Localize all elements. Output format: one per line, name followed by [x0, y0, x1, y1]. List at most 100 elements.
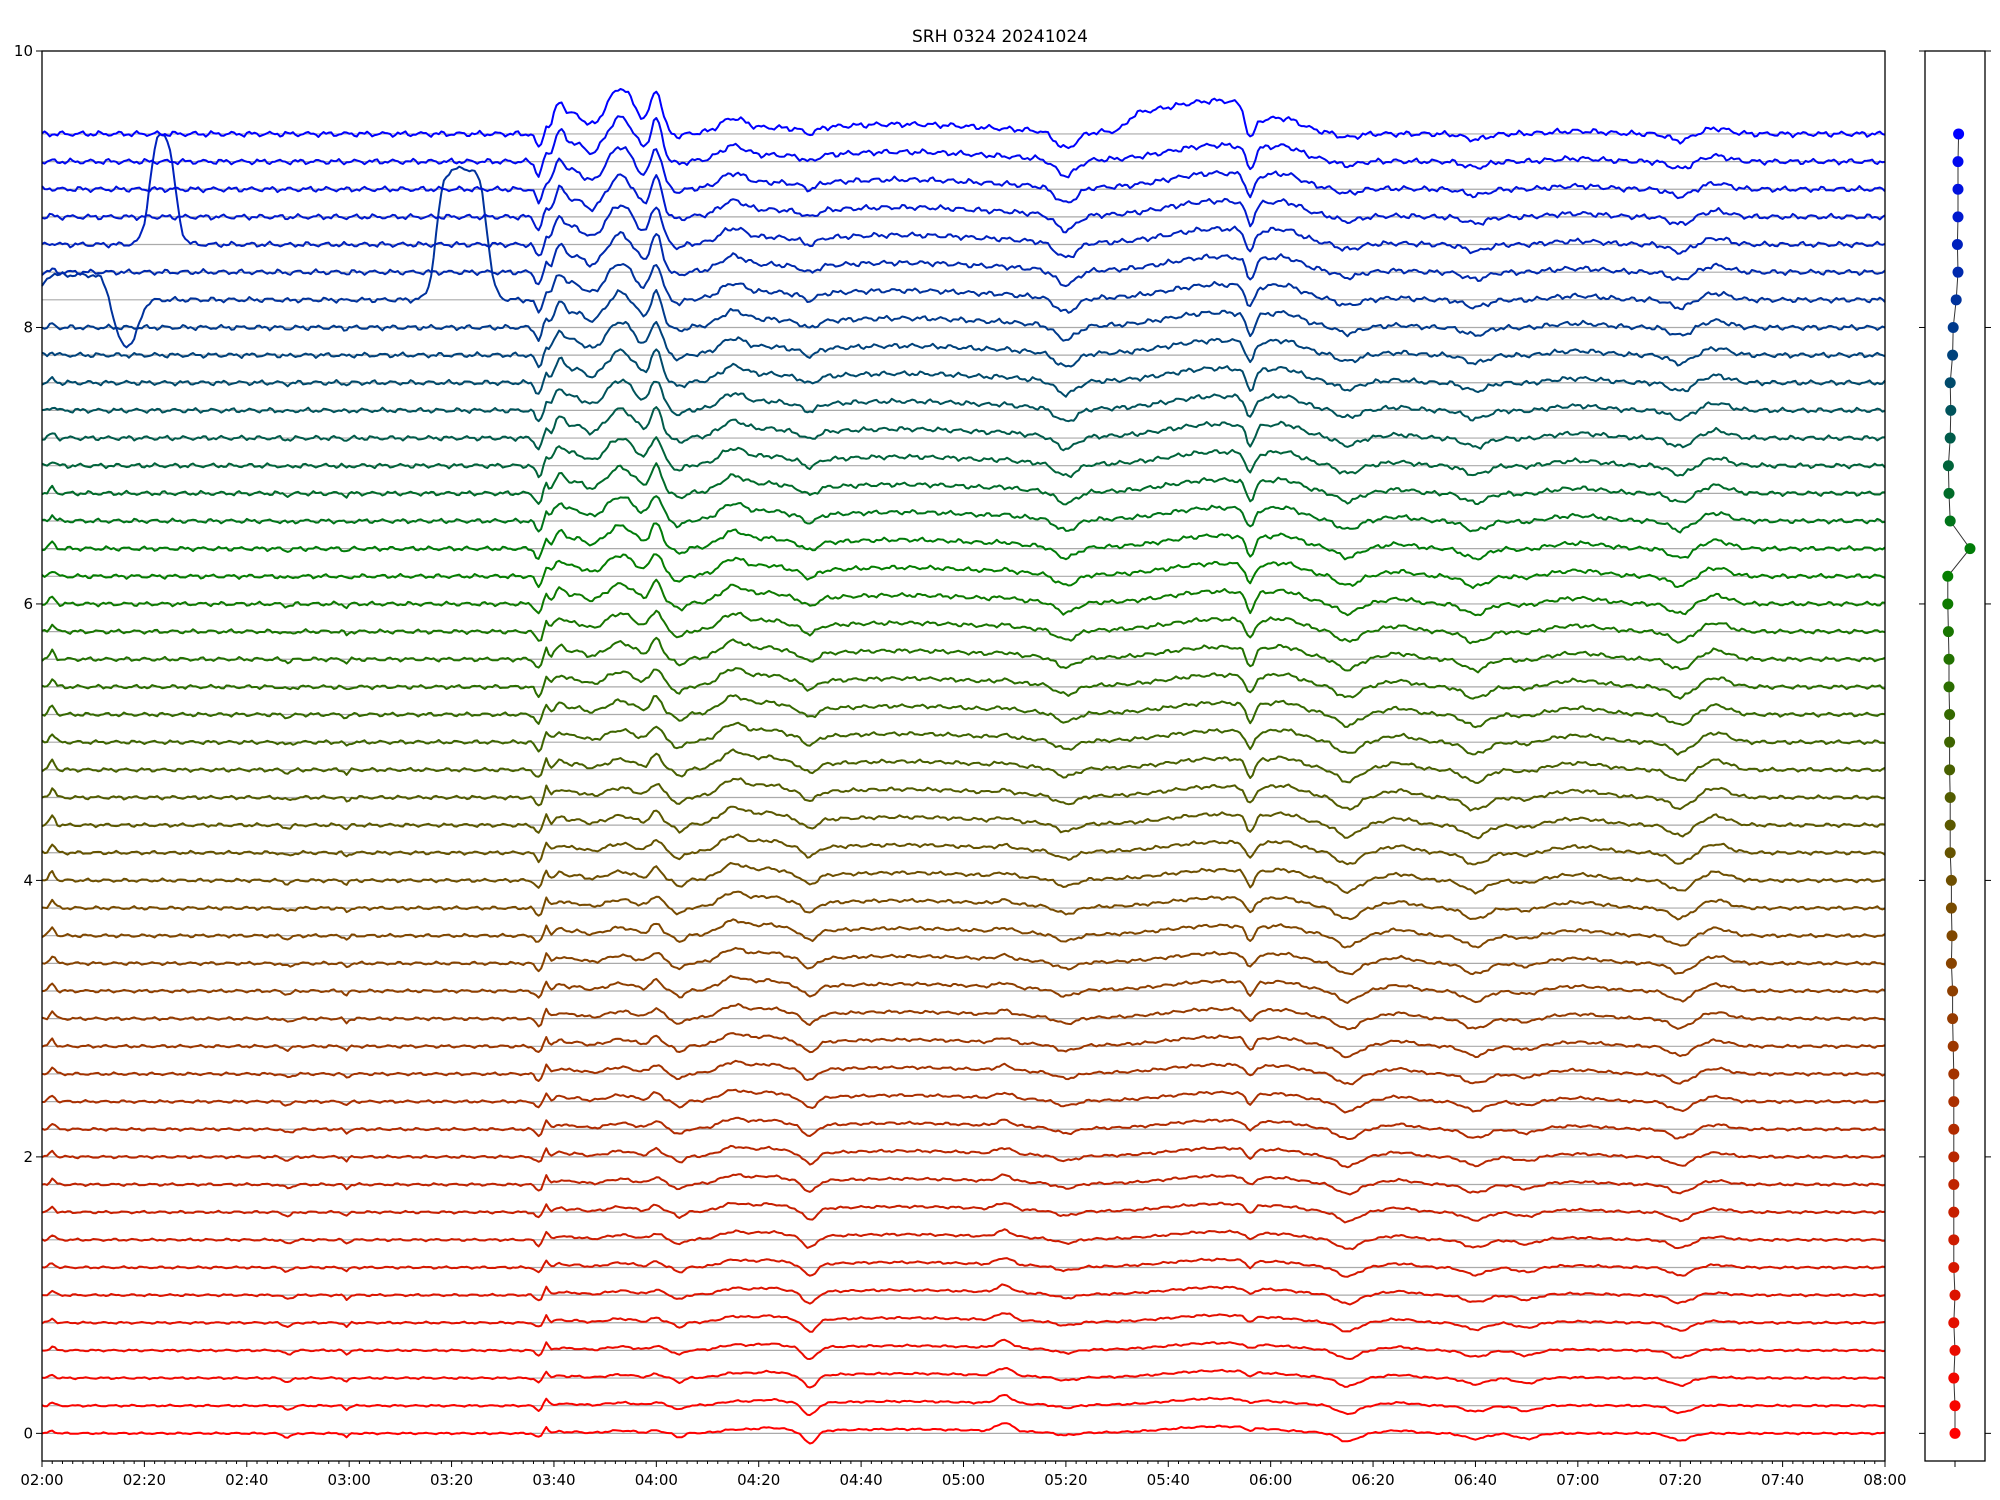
marker-dot	[1948, 1317, 1960, 1329]
trace-15	[41, 1002, 1886, 1031]
trace-46	[41, 115, 1886, 179]
marker-dot	[1946, 930, 1958, 942]
trace-34	[41, 462, 1886, 506]
trace-17	[41, 946, 1886, 976]
trace-32	[41, 522, 1886, 561]
x-tick-label: 04:20	[737, 1471, 780, 1489]
y-tick-label: 10	[14, 42, 33, 60]
marker-dot	[1942, 598, 1954, 610]
x-tick-label: 05:20	[1044, 1471, 1087, 1489]
x-tick-label: 04:00	[635, 1471, 678, 1489]
marker-dot	[1947, 985, 1959, 997]
marker-dot	[1948, 1068, 1960, 1080]
marker-dot	[1948, 1234, 1960, 1246]
marker-dot	[1942, 570, 1954, 582]
trace-8	[41, 1201, 1886, 1224]
marker-dot	[1945, 902, 1957, 914]
x-tick-label: 03:00	[328, 1471, 371, 1489]
trace-14	[41, 1032, 1886, 1059]
marker-dot	[1942, 460, 1954, 472]
y-tick-label: 0	[23, 1424, 33, 1442]
trace-6	[41, 1257, 1886, 1278]
trace-18	[41, 918, 1886, 949]
x-tick-label: 07:00	[1556, 1471, 1599, 1489]
trace-22	[41, 805, 1886, 840]
trace-42	[41, 231, 1886, 288]
trace-2	[41, 1367, 1886, 1389]
trace-39	[41, 320, 1886, 369]
marker-dot	[1944, 515, 1956, 527]
marker-dot	[1943, 653, 1955, 665]
marker-dot	[1952, 211, 1964, 223]
marker-dot	[1950, 294, 1962, 306]
trace-36	[41, 406, 1886, 452]
trace-21	[41, 833, 1886, 866]
marker-dot	[1948, 1179, 1960, 1191]
x-tick-label: 02:40	[225, 1471, 268, 1489]
x-tick-label: 04:40	[839, 1471, 882, 1489]
marker-dot	[1945, 404, 1957, 416]
main-plot-frame	[41, 50, 1886, 1462]
marker-dot	[1949, 1289, 1961, 1301]
marker-dot	[1947, 1040, 1959, 1052]
marker-dot	[1947, 321, 1959, 333]
marker-dot	[1944, 709, 1956, 721]
trace-38	[41, 348, 1886, 398]
x-tick-label: 06:40	[1454, 1471, 1497, 1489]
trace-27	[41, 667, 1886, 700]
y-tick-label: 4	[23, 871, 33, 889]
trace-29	[41, 609, 1886, 645]
marker-dot	[1943, 681, 1955, 693]
marker-dot	[1944, 377, 1956, 389]
trace-28	[41, 636, 1886, 674]
marker-dot	[1952, 183, 1964, 195]
marker-dot	[1945, 957, 1957, 969]
trace-16	[41, 974, 1886, 1004]
x-tick-label: 08:00	[1863, 1471, 1906, 1489]
trace-30	[41, 578, 1886, 617]
trace-31	[41, 553, 1886, 590]
marker-dot	[1953, 128, 1965, 140]
trace-20	[41, 861, 1886, 895]
trace-3	[42, 1338, 1886, 1360]
side-panel-frame	[1924, 50, 1986, 1462]
trace-10	[41, 1144, 1886, 1169]
x-tick-label: 02:20	[123, 1471, 166, 1489]
trace-40	[41, 289, 1886, 342]
marker-dot	[1949, 1344, 1961, 1356]
marker-dot	[1944, 847, 1956, 859]
marker-dot	[1945, 874, 1957, 886]
trace-4	[41, 1312, 1886, 1333]
marker-dot	[1944, 791, 1956, 803]
marker-dot	[1947, 1013, 1959, 1025]
marker-dot	[1944, 764, 1956, 776]
x-axis: 02:00 02:20 02:40 03:00 03:20 03:40 04:00 04:20…	[20, 1461, 1907, 1489]
trace-9	[41, 1173, 1886, 1196]
trace-35	[41, 436, 1886, 479]
trace-45	[41, 146, 1886, 205]
marker-dot	[1944, 736, 1956, 748]
trace-41	[41, 165, 1886, 349]
y-tick-label: 6	[23, 595, 33, 613]
trace-26	[41, 694, 1886, 729]
x-tick-label: 05:00	[942, 1471, 985, 1489]
trace-43	[41, 133, 1886, 259]
trace-44	[41, 173, 1886, 234]
marker-dot	[1952, 156, 1964, 168]
trace-1	[41, 1394, 1886, 1417]
marker-dot	[1947, 349, 1959, 361]
x-tick-label: 06:00	[1249, 1471, 1292, 1489]
trace-7	[41, 1228, 1885, 1251]
chart-title: SRH 0324 20241024	[912, 27, 1088, 47]
x-tick-label: 05:40	[1147, 1471, 1190, 1489]
traces	[41, 88, 1886, 1445]
trace-0	[41, 1422, 1886, 1445]
x-tick-label: 03:20	[430, 1471, 473, 1489]
marker-dot	[1949, 1427, 1961, 1439]
trace-47	[41, 88, 1886, 150]
trace-25	[41, 721, 1886, 756]
marker-dot	[1948, 1261, 1960, 1273]
y-tick-label: 2	[23, 1148, 33, 1166]
y-tick-label: 8	[23, 318, 33, 336]
